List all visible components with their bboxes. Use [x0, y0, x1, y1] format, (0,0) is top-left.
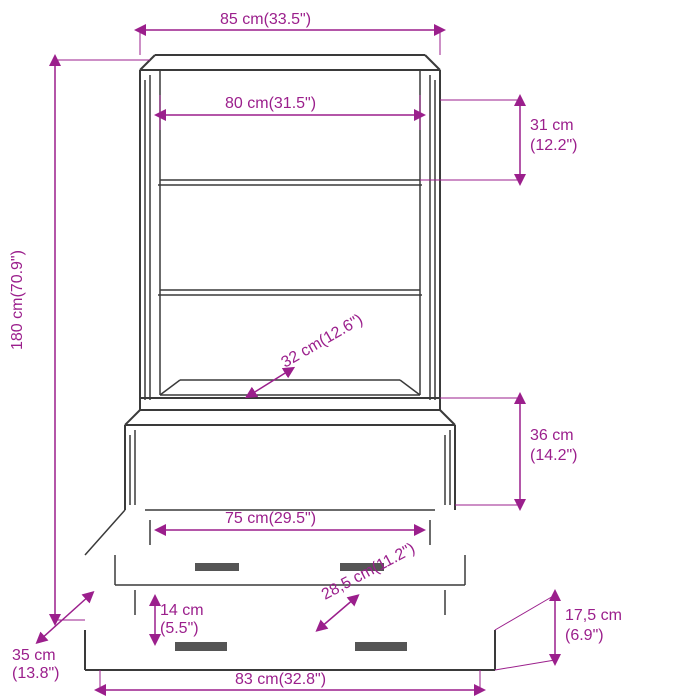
svg-text:(14.2"): (14.2") — [530, 447, 577, 464]
svg-text:17,5 cm: 17,5 cm — [565, 607, 622, 624]
label: (32.8") — [279, 671, 326, 688]
label: 31 cm — [530, 117, 574, 134]
label: (14.2") — [530, 447, 577, 464]
label: (33.5") — [264, 11, 311, 28]
drawer-handle — [195, 563, 239, 571]
dim-width-inner: 80 cm(31.5") — [160, 95, 420, 130]
dim-shelf-gap: 31 cm (12.2") — [420, 100, 577, 180]
label: 80 cm — [225, 95, 269, 112]
label: 32 cm — [279, 335, 325, 372]
label: (5.5") — [160, 620, 199, 637]
dim-drawer-depth: 28,5 cm(11.2") — [319, 540, 418, 628]
label: (12.6") — [316, 311, 366, 349]
label: 14 cm — [160, 602, 204, 619]
svg-text:32 cm(12.6"): 32 cm(12.6") — [279, 311, 366, 371]
label: (12.2") — [530, 137, 577, 154]
drawer-handle — [175, 642, 227, 651]
svg-text:31 cm: 31 cm — [530, 117, 574, 134]
dim-depth-base: 35 cm (13.8") — [12, 595, 90, 682]
svg-text:(13.8"): (13.8") — [12, 665, 59, 682]
dim-width-total: 85 cm(33.5") — [140, 11, 440, 55]
drawer-bottom — [85, 590, 495, 670]
label: 36 cm — [530, 427, 574, 444]
svg-text:(12.2"): (12.2") — [530, 137, 577, 154]
label: 17,5 cm — [565, 607, 622, 624]
svg-text:28,5 cm(11.2"): 28,5 cm(11.2") — [319, 540, 418, 603]
dim-drawer-h1: 14 cm (5.5") — [155, 600, 204, 640]
label: (6.9") — [565, 627, 604, 644]
svg-text:80 cm(31.5"): 80 cm(31.5") — [225, 95, 316, 112]
svg-text:36 cm: 36 cm — [530, 427, 574, 444]
svg-text:(6.9"): (6.9") — [565, 627, 604, 644]
label: 75 cm — [225, 510, 269, 527]
dim-drawer-h2: 17,5 cm (6.9") — [495, 595, 622, 670]
svg-text:85 cm(33.5"): 85 cm(33.5") — [220, 11, 311, 28]
dim-mid-gap: 36 cm (14.2") — [440, 398, 577, 505]
label: (31.5") — [269, 95, 316, 112]
svg-text:83 cm(32.8"): 83 cm(32.8") — [235, 671, 326, 688]
label: 83 cm — [235, 671, 279, 688]
svg-text:(5.5"): (5.5") — [160, 620, 199, 637]
label: (29.5") — [269, 510, 316, 527]
dim-height-total: 180 cm(70.9") — [9, 60, 150, 620]
svg-text:35 cm: 35 cm — [12, 647, 56, 664]
label: 180 cm — [9, 298, 26, 350]
label: 85 cm — [220, 11, 264, 28]
svg-text:14 cm: 14 cm — [160, 602, 204, 619]
label: (13.8") — [12, 665, 59, 682]
furniture-diagram: 85 cm(33.5") 80 cm(31.5") 180 cm(70.9") … — [0, 0, 700, 700]
dim-drawer-inner: 75 cm(29.5") — [160, 510, 420, 530]
svg-text:180 cm(70.9"): 180 cm(70.9") — [9, 250, 26, 350]
dim-drawer-outer: 83 cm(32.8") — [100, 670, 480, 690]
drawer-handle — [355, 642, 407, 651]
label: (11.2") — [369, 540, 418, 577]
svg-text:75 cm(29.5"): 75 cm(29.5") — [225, 510, 316, 527]
dim-depth-shelf: 32 cm(12.6") — [250, 311, 366, 395]
label: 35 cm — [12, 647, 56, 664]
label: (70.9") — [9, 250, 26, 297]
